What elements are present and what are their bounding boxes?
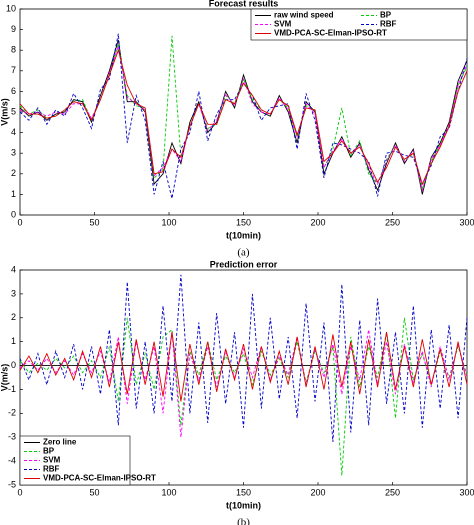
x-tick-label: 250 <box>385 217 400 227</box>
x-tick-label: 50 <box>89 487 99 497</box>
caption: (a) <box>237 247 250 259</box>
x-tick-label: 250 <box>385 487 400 497</box>
y-tick-label: 3 <box>11 148 16 158</box>
series-line <box>19 274 468 443</box>
x-tick-label: 100 <box>161 487 176 497</box>
y-tick-label: 6 <box>11 86 16 96</box>
legend-label: VMD-PCA-SC-Elman-IPSO-RT <box>43 474 156 483</box>
legend-label: SVM <box>274 20 292 29</box>
y-tick-label: 2 <box>11 312 16 322</box>
y-tick-label: 3 <box>11 288 16 298</box>
x-axis-label: t(10min) <box>226 500 261 510</box>
x-tick-label: 300 <box>459 217 474 227</box>
y-tick-label: 1 <box>11 336 16 346</box>
legend-label: BP <box>380 11 392 20</box>
y-tick-label: -4 <box>8 455 16 465</box>
x-tick-label: 200 <box>310 487 325 497</box>
legend-label: raw wind speed <box>274 11 334 20</box>
legend-label: RBF <box>380 20 397 29</box>
x-tick-label: 150 <box>236 217 251 227</box>
series-line <box>19 33 468 199</box>
x-tick-label: 50 <box>89 217 99 227</box>
series-line <box>19 45 468 193</box>
legend-label: VMD-PCA-SC-Elman-IPSO-RT <box>274 29 387 38</box>
x-tick-label: 0 <box>17 217 22 227</box>
chart-title: Prediction error <box>210 259 278 269</box>
legend-box <box>19 435 131 486</box>
y-tick-label: 0 <box>11 209 16 219</box>
y-axis-label: V(m/s) <box>0 98 9 126</box>
y-tick-label: 5 <box>11 106 16 116</box>
legend-label: Zero line <box>43 438 77 447</box>
x-tick-label: 150 <box>236 487 251 497</box>
y-tick-label: 1 <box>11 189 16 199</box>
y-axis-label: V(m/s) <box>0 364 9 392</box>
y-tick-label: 4 <box>11 264 16 274</box>
legend-box <box>250 8 468 41</box>
y-tick-label: 9 <box>11 24 16 34</box>
y-tick-label: 4 <box>11 127 16 137</box>
legend-label: BP <box>43 447 55 456</box>
x-tick-label: 300 <box>459 487 474 497</box>
y-tick-label: 0 <box>11 360 16 370</box>
x-tick-label: 200 <box>310 217 325 227</box>
y-tick-label: 8 <box>11 45 16 55</box>
y-tick-label: 7 <box>11 65 16 75</box>
series-line <box>19 48 468 186</box>
series-line <box>19 332 468 402</box>
y-tick-label: -3 <box>8 432 16 442</box>
caption: (b) <box>237 517 250 525</box>
legend-label: SVM <box>43 456 61 465</box>
y-tick-label: -5 <box>8 479 16 489</box>
x-tick-label: 0 <box>17 487 22 497</box>
y-tick-label: 10 <box>6 3 16 13</box>
x-tick-label: 100 <box>161 217 176 227</box>
y-tick-label: -2 <box>8 408 16 418</box>
chart-title: Forecast results <box>209 0 279 8</box>
x-axis-label: t(10min) <box>226 230 261 240</box>
y-tick-label: 2 <box>11 168 16 178</box>
legend-label: RBF <box>43 465 60 474</box>
y-tick-label: -1 <box>8 384 16 394</box>
